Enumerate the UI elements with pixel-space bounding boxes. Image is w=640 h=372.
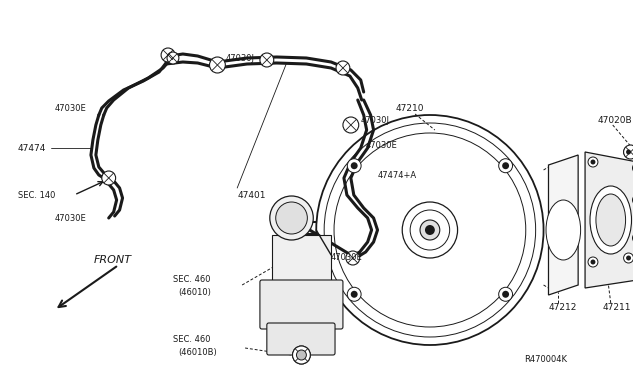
Text: 47020B: 47020B	[598, 115, 632, 125]
Circle shape	[623, 253, 634, 263]
Text: 47211: 47211	[603, 304, 631, 312]
Text: 47030J: 47030J	[225, 54, 254, 62]
Text: 47401: 47401	[237, 190, 266, 199]
Circle shape	[626, 150, 631, 154]
Polygon shape	[585, 152, 637, 288]
Circle shape	[316, 115, 543, 345]
Circle shape	[635, 166, 640, 170]
Text: 47030E: 47030E	[365, 141, 397, 150]
Circle shape	[502, 291, 509, 298]
Ellipse shape	[546, 200, 580, 260]
Circle shape	[588, 157, 598, 167]
Polygon shape	[548, 155, 578, 295]
Circle shape	[425, 225, 435, 235]
Text: 47474: 47474	[18, 144, 46, 153]
Text: 47474+A: 47474+A	[378, 170, 417, 180]
Circle shape	[209, 57, 225, 73]
Circle shape	[348, 159, 361, 173]
Bar	[272, 235, 331, 285]
Circle shape	[402, 202, 458, 258]
Circle shape	[276, 202, 307, 234]
FancyBboxPatch shape	[260, 280, 343, 329]
Circle shape	[292, 346, 310, 364]
Circle shape	[343, 117, 359, 133]
Circle shape	[632, 233, 640, 243]
Circle shape	[499, 287, 513, 301]
Text: 47030E: 47030E	[54, 214, 86, 222]
Circle shape	[292, 346, 310, 364]
Circle shape	[167, 52, 179, 64]
Circle shape	[635, 235, 640, 241]
Circle shape	[632, 163, 640, 173]
Circle shape	[336, 61, 350, 75]
Text: SEC. 140: SEC. 140	[18, 190, 55, 199]
Text: 47030E: 47030E	[54, 103, 86, 112]
Circle shape	[626, 256, 631, 260]
Text: (46010): (46010)	[178, 288, 211, 296]
Circle shape	[591, 160, 595, 164]
Circle shape	[351, 291, 358, 298]
FancyBboxPatch shape	[267, 323, 335, 355]
Circle shape	[499, 159, 513, 173]
Ellipse shape	[590, 186, 632, 254]
Text: 47030J: 47030J	[361, 115, 390, 125]
Circle shape	[102, 171, 116, 185]
Circle shape	[420, 220, 440, 240]
Circle shape	[348, 287, 361, 301]
Circle shape	[623, 145, 637, 159]
Text: 47212: 47212	[548, 304, 577, 312]
Circle shape	[502, 162, 509, 169]
Ellipse shape	[596, 194, 625, 246]
Circle shape	[161, 48, 175, 62]
Circle shape	[588, 257, 598, 267]
Text: 47030E: 47030E	[331, 253, 363, 263]
Circle shape	[260, 53, 274, 67]
Text: 47210: 47210	[396, 103, 424, 112]
Circle shape	[632, 195, 640, 205]
Text: SEC. 460: SEC. 460	[173, 276, 211, 285]
Text: SEC. 460: SEC. 460	[173, 336, 211, 344]
Circle shape	[623, 147, 634, 157]
Text: (46010B): (46010B)	[178, 347, 217, 356]
Circle shape	[591, 260, 595, 264]
Circle shape	[351, 162, 358, 169]
Circle shape	[635, 198, 640, 202]
Circle shape	[296, 350, 307, 360]
Circle shape	[270, 196, 314, 240]
Circle shape	[346, 251, 360, 265]
Text: FRONT: FRONT	[94, 255, 132, 265]
Text: R470004K: R470004K	[524, 356, 567, 365]
